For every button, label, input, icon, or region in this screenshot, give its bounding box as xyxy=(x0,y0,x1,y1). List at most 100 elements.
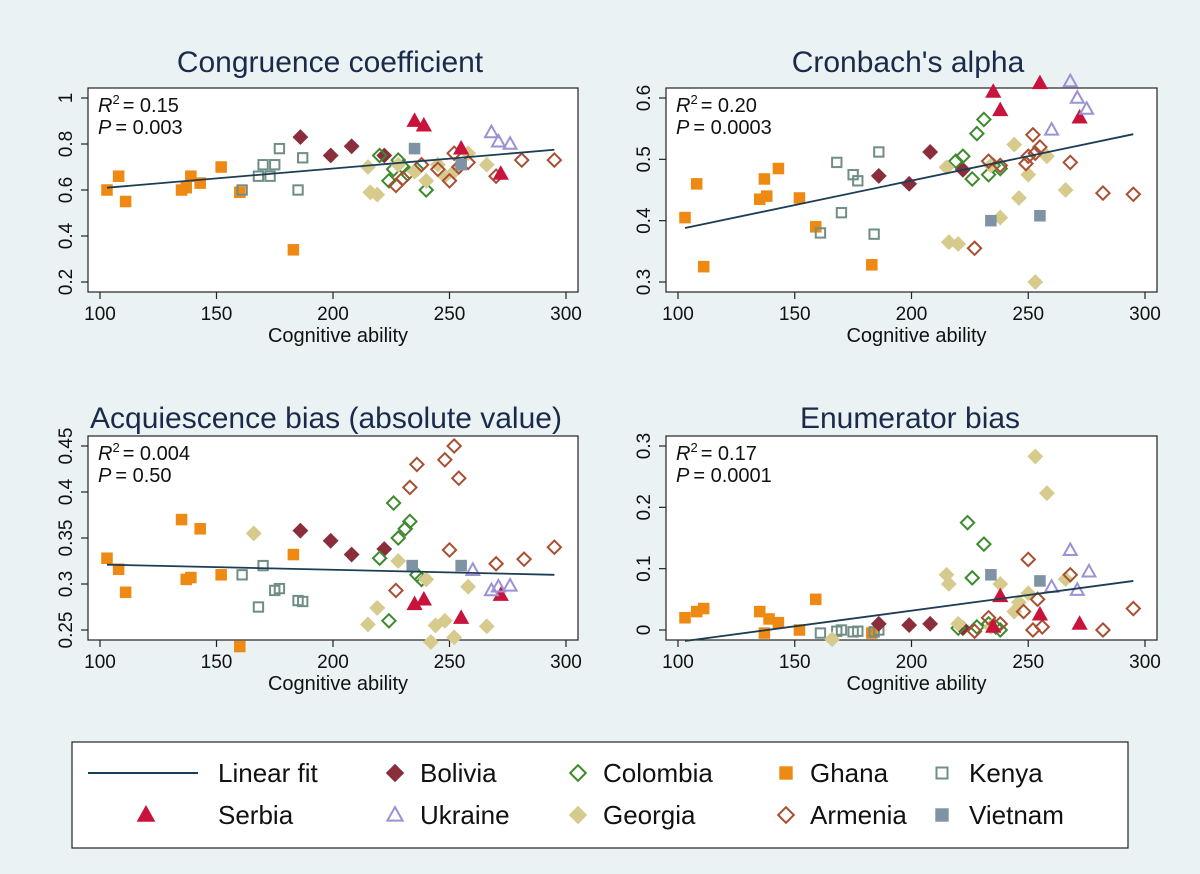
point-serbia xyxy=(1031,74,1049,90)
point-armenia xyxy=(1062,154,1079,171)
point-kenya xyxy=(835,624,848,636)
point-colombia xyxy=(401,513,418,530)
x-tick-label: 150 xyxy=(779,304,811,325)
point-ghana xyxy=(753,605,766,618)
y-tick-label: 0.3 xyxy=(634,433,655,459)
panel-2: Cronbach's alpha 100 150 200 250 300 0.3 0.4 0.5… xyxy=(634,46,1161,347)
point-ghana xyxy=(697,260,710,273)
point-ghana xyxy=(234,186,246,199)
point-ghana xyxy=(180,181,192,194)
point-kenya xyxy=(852,625,864,637)
y-tick-label: 0.4 xyxy=(56,222,77,249)
point-ukraine xyxy=(490,132,507,148)
point-ghana xyxy=(119,586,132,599)
point-colombia xyxy=(380,172,397,189)
point-georgia xyxy=(245,525,262,542)
legend-label: Linear fit xyxy=(218,758,318,788)
point-armenia xyxy=(1062,566,1079,583)
point-georgia xyxy=(429,156,446,173)
x-tick-label: 200 xyxy=(317,652,349,673)
x-tick-label: 250 xyxy=(434,652,466,673)
x-tick-label: 250 xyxy=(434,304,466,325)
point-ghana xyxy=(194,177,206,189)
point-armenia xyxy=(966,240,983,257)
point-ghana xyxy=(772,162,785,175)
point-ghana xyxy=(793,192,806,204)
y-tick-label: 0.45 xyxy=(56,428,77,465)
point-kenya xyxy=(868,228,880,240)
x-tick-label: 150 xyxy=(201,652,233,673)
y-tick-label: 0.4 xyxy=(56,478,77,505)
point-georgia xyxy=(940,234,957,251)
point-armenia xyxy=(401,479,418,496)
point-serbia xyxy=(453,609,470,624)
point-armenia xyxy=(1015,603,1032,620)
point-colombia xyxy=(385,494,402,512)
point-kenya xyxy=(814,627,827,639)
panel-3: Acquiescence bias (absolute value) 100 150… xyxy=(56,402,582,695)
point-kenya xyxy=(269,159,281,171)
linear-fit-line xyxy=(106,563,555,576)
legend-label: Georgia xyxy=(603,800,696,830)
x-tick-label: 150 xyxy=(201,304,233,325)
y-tick-label: 0.2 xyxy=(634,494,655,520)
y-tick-label: 0.35 xyxy=(56,520,77,557)
point-serbia xyxy=(406,112,423,127)
chart-title: Acquiescence bias (absolute value) xyxy=(90,402,562,435)
point-georgia xyxy=(369,599,386,616)
point-georgia xyxy=(1027,274,1044,290)
point-vietnam xyxy=(985,214,997,227)
point-ukraine xyxy=(483,123,500,139)
point-kenya xyxy=(297,152,309,164)
point-colombia xyxy=(380,612,397,629)
x-tick-label: 100 xyxy=(662,652,694,673)
point-kenya xyxy=(814,227,827,239)
point-georgia xyxy=(478,618,495,635)
point-armenia xyxy=(1125,186,1142,203)
point-serbia xyxy=(1071,108,1088,124)
point-ghana xyxy=(215,569,227,581)
point-kenya xyxy=(835,207,848,219)
point-georgia xyxy=(950,615,967,632)
point-georgia xyxy=(950,236,967,252)
legend-item-fit: Linear fit xyxy=(88,758,318,788)
y-tick-label: 0.6 xyxy=(634,85,655,111)
point-kenya xyxy=(292,184,304,196)
point-armenia xyxy=(441,541,458,559)
point-armenia xyxy=(1125,600,1142,617)
point-armenia xyxy=(1020,551,1037,568)
point-kenya xyxy=(236,569,248,581)
legend-marker-kenya xyxy=(935,766,949,780)
x-tick-label: 100 xyxy=(84,652,116,673)
panel-1: Congruence coefficient 100 150 200 250 300 0.2… xyxy=(56,46,582,347)
x-tick-label: 200 xyxy=(896,652,928,673)
legend-item-armenia: Armenia xyxy=(776,800,907,830)
point-vietnam xyxy=(455,158,467,171)
point-bolivia xyxy=(343,546,360,563)
x-tick-label: 300 xyxy=(550,304,582,325)
point-ukraine xyxy=(490,577,507,593)
point-ghana xyxy=(758,627,771,639)
point-bolivia xyxy=(870,615,887,632)
x-axis-label: Cognitive ability xyxy=(846,325,986,347)
point-armenia xyxy=(387,582,404,599)
point-ghana xyxy=(760,190,773,202)
legend-item-serbia: Serbia xyxy=(136,800,294,830)
point-bolivia xyxy=(901,617,918,634)
x-tick-label: 300 xyxy=(1129,304,1161,325)
y-tick-label: 0.8 xyxy=(56,131,77,157)
legend-item-ukraine: Ukraine xyxy=(385,800,510,830)
point-colombia xyxy=(964,569,981,586)
point-georgia xyxy=(446,629,463,646)
legend-label: Bolivia xyxy=(420,758,497,788)
x-tick-label: 250 xyxy=(1012,652,1044,673)
point-armenia xyxy=(429,161,446,178)
point-bolivia xyxy=(922,615,939,632)
point-vietnam xyxy=(406,559,418,572)
point-georgia xyxy=(436,612,453,629)
x-axis-label: Cognitive ability xyxy=(268,325,408,347)
legend-item-vietnam: Vietnam xyxy=(935,800,1064,830)
point-georgia xyxy=(460,578,477,595)
panel-4: Enumerator bias 100 150 200 250 300 0 0.1 0.2 0.3… xyxy=(634,402,1161,695)
